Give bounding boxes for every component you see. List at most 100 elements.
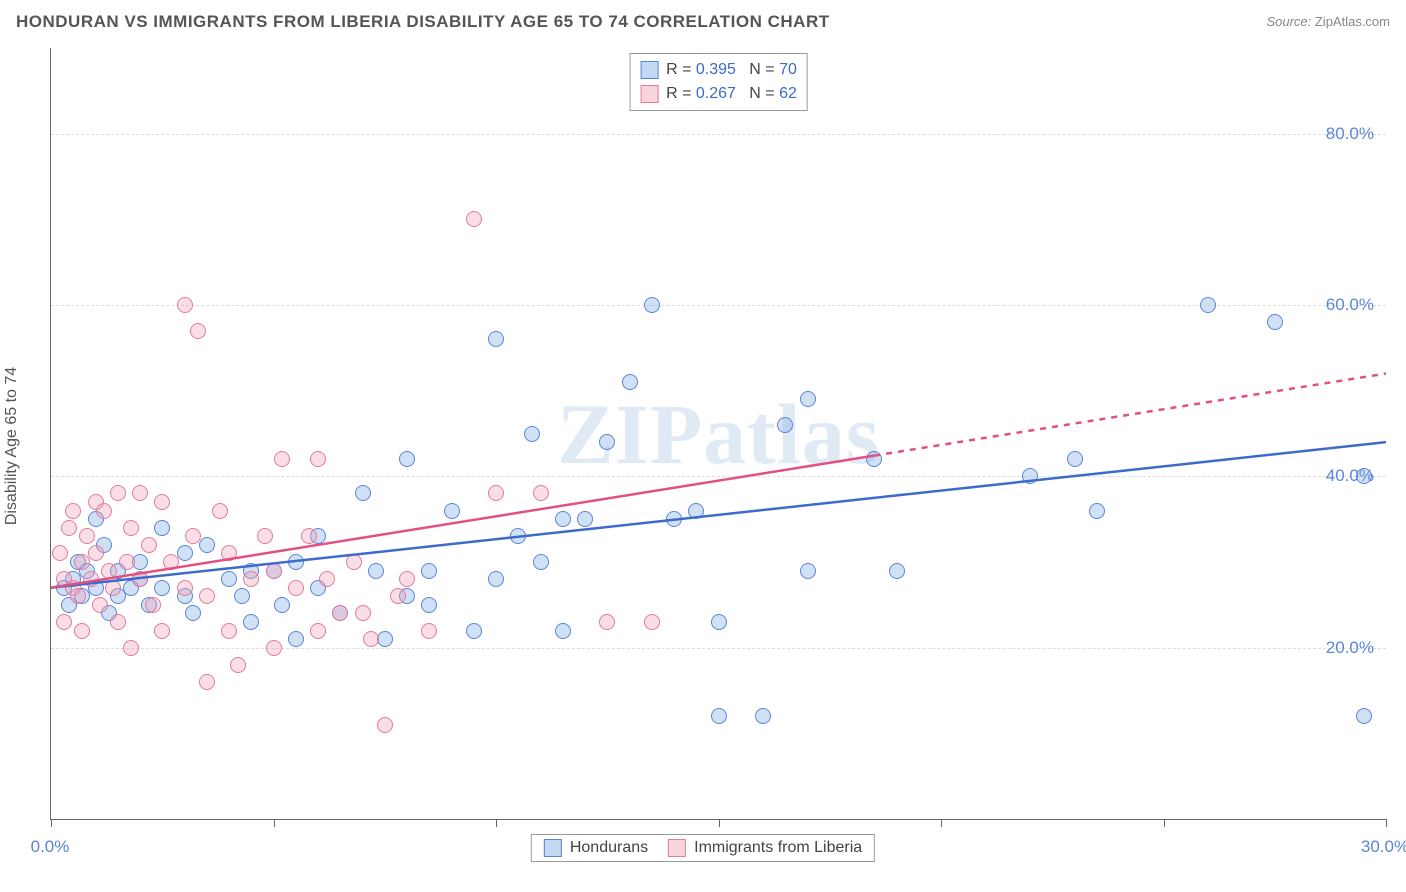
legend-label: Immigrants from Liberia (694, 839, 862, 857)
data-point (190, 323, 206, 339)
x-tick-label: 0.0% (31, 837, 70, 857)
data-point (319, 571, 335, 587)
data-point (274, 597, 290, 613)
scatter-plot: ZIPatlas R = 0.395 N = 70 R = 0.267 N = … (50, 48, 1386, 820)
data-point (266, 563, 282, 579)
data-point (644, 614, 660, 630)
data-point (444, 503, 460, 519)
data-point (555, 623, 571, 639)
data-point (368, 563, 384, 579)
data-point (110, 485, 126, 501)
data-point (355, 605, 371, 621)
swatch-pink-icon (640, 85, 658, 103)
data-point (243, 614, 259, 630)
data-point (866, 451, 882, 467)
data-point (377, 717, 393, 733)
data-point (533, 485, 549, 501)
data-point (88, 545, 104, 561)
data-point (688, 503, 704, 519)
legend-row: R = 0.395 N = 70 (640, 58, 797, 82)
data-point (234, 588, 250, 604)
data-point (145, 597, 161, 613)
data-point (711, 614, 727, 630)
data-point (466, 211, 482, 227)
data-point (132, 571, 148, 587)
data-point (599, 614, 615, 630)
data-point (777, 417, 793, 433)
data-point (154, 580, 170, 596)
swatch-pink-icon (668, 839, 686, 857)
source-credit: Source: ZipAtlas.com (1266, 14, 1390, 29)
gridline (51, 648, 1386, 649)
data-point (185, 605, 201, 621)
data-point (221, 623, 237, 639)
swatch-blue-icon (640, 61, 658, 79)
data-point (266, 640, 282, 656)
data-point (52, 545, 68, 561)
data-point (123, 640, 139, 656)
data-point (466, 623, 482, 639)
data-point (1067, 451, 1083, 467)
legend-r-label: R = 0.267 N = 62 (666, 82, 797, 106)
data-point (154, 623, 170, 639)
data-point (83, 571, 99, 587)
data-point (310, 451, 326, 467)
data-point (363, 631, 379, 647)
data-point (154, 494, 170, 510)
data-point (301, 528, 317, 544)
data-point (101, 563, 117, 579)
trend-lines (51, 48, 1386, 819)
source-name: ZipAtlas.com (1315, 14, 1390, 29)
data-point (119, 554, 135, 570)
chart-title: HONDURAN VS IMMIGRANTS FROM LIBERIA DISA… (16, 12, 830, 31)
data-point (488, 571, 504, 587)
data-point (755, 708, 771, 724)
legend-label: Hondurans (570, 839, 648, 857)
data-point (488, 485, 504, 501)
data-point (74, 623, 90, 639)
data-point (230, 657, 246, 673)
data-point (800, 391, 816, 407)
data-point (1267, 314, 1283, 330)
x-tick (1386, 819, 1387, 827)
legend-r-label: R = 0.395 N = 70 (666, 58, 797, 82)
data-point (274, 451, 290, 467)
x-tick (274, 819, 275, 827)
data-point (163, 554, 179, 570)
data-point (199, 674, 215, 690)
x-tick-label: 30.0% (1361, 837, 1406, 857)
data-point (488, 331, 504, 347)
data-point (800, 563, 816, 579)
data-point (332, 605, 348, 621)
data-point (177, 580, 193, 596)
data-point (61, 520, 77, 536)
data-point (132, 485, 148, 501)
data-point (243, 571, 259, 587)
gridline (51, 476, 1386, 477)
data-point (1356, 708, 1372, 724)
data-point (288, 554, 304, 570)
data-point (177, 297, 193, 313)
data-point (123, 520, 139, 536)
data-point (355, 485, 371, 501)
data-point (711, 708, 727, 724)
y-tick-label: 60.0% (1326, 295, 1374, 315)
data-point (390, 588, 406, 604)
data-point (288, 631, 304, 647)
legend-item: Hondurans (544, 839, 648, 857)
data-point (666, 511, 682, 527)
data-point (177, 545, 193, 561)
legend-correlation: R = 0.395 N = 70 R = 0.267 N = 62 (629, 53, 808, 111)
gridline (51, 305, 1386, 306)
data-point (346, 554, 362, 570)
y-axis-title: Disability Age 65 to 74 (3, 367, 21, 525)
data-point (577, 511, 593, 527)
data-point (65, 503, 81, 519)
source-prefix: Source: (1266, 14, 1314, 29)
y-tick-label: 80.0% (1326, 124, 1374, 144)
data-point (399, 571, 415, 587)
data-point (221, 571, 237, 587)
x-tick (51, 819, 52, 827)
data-point (510, 528, 526, 544)
data-point (1089, 503, 1105, 519)
